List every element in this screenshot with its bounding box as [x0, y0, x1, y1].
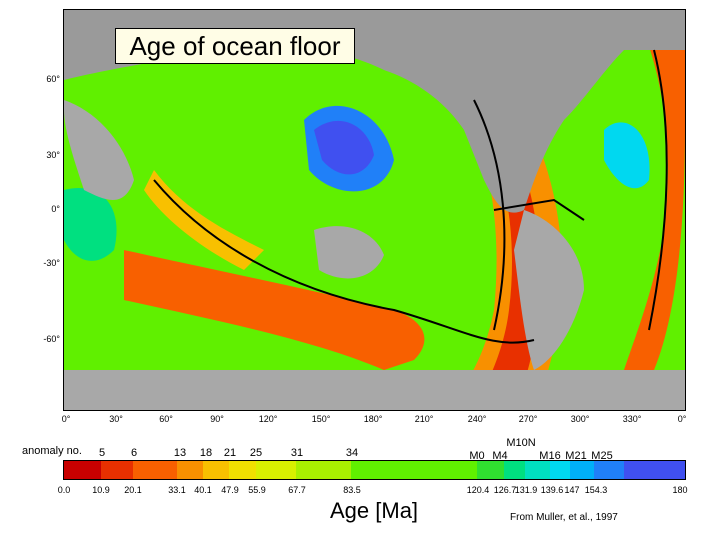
- age-tick: 47.9: [221, 485, 239, 495]
- anomaly-label: M10N: [506, 437, 536, 449]
- colorbar-segment: [229, 461, 257, 479]
- plate-boundary-east-pacific: [473, 99, 506, 331]
- lon-label-360: 0°: [677, 414, 687, 424]
- africa: [64, 100, 134, 200]
- age-tick: 83.5: [343, 485, 361, 495]
- colorbar-segment: [202, 461, 230, 479]
- anomaly-label: 6: [130, 447, 138, 459]
- age-tick: 20.1: [124, 485, 142, 495]
- anomaly-label: 21: [223, 447, 237, 459]
- age-tick: 10.9: [92, 485, 110, 495]
- colorbar-segment: [64, 461, 101, 479]
- lon-label-300: 300°: [570, 414, 590, 424]
- colorbar-segment: [570, 461, 595, 479]
- map-title: Age of ocean floor: [115, 28, 355, 64]
- colorbar-segment: [594, 461, 625, 479]
- colorbar-segment: [176, 461, 203, 479]
- anomaly-label: 34: [345, 447, 359, 459]
- lon-label-90: 90°: [210, 414, 224, 424]
- colorbar-segment: [550, 461, 571, 479]
- lon-label-240: 240°: [467, 414, 487, 424]
- anomaly-label: M25: [591, 450, 613, 462]
- anomaly-caption: anomaly no.: [22, 445, 82, 457]
- age-tick: 40.1: [194, 485, 212, 495]
- colorbar-segment: [100, 461, 133, 479]
- anomaly-label: 25: [249, 447, 263, 459]
- lon-label-30: 30°: [109, 414, 123, 424]
- age-tick: 180: [672, 485, 688, 495]
- southern-ridge-zone: [124, 250, 425, 370]
- colorbar-unit-label: Age [Ma]: [330, 498, 419, 523]
- lon-label-0: 0°: [61, 414, 71, 424]
- anomaly-label: M16: [539, 450, 561, 462]
- colorbar-segment: [503, 461, 525, 479]
- source-credit: From Muller, et al., 1997: [510, 512, 618, 523]
- lon-label-120: 120°: [258, 414, 278, 424]
- anomaly-label: 31: [290, 447, 304, 459]
- anomaly-label: 13: [173, 447, 187, 459]
- map-graphic: [64, 10, 685, 410]
- ocean-age-map: [63, 9, 686, 411]
- northern-continents: [64, 10, 685, 213]
- australia: [314, 226, 384, 279]
- plate-boundary-cocos: [493, 198, 585, 221]
- age-colorbar: [63, 460, 686, 480]
- age-tick: 139.6: [540, 485, 564, 495]
- indian-ridge-zone: [144, 170, 264, 270]
- lon-label-330: 330°: [622, 414, 642, 424]
- age-tick: 120.4: [466, 485, 490, 495]
- oldest-pacific-crust: [314, 120, 374, 175]
- age-tick: 33.1: [168, 485, 186, 495]
- age-tick: 154.3: [584, 485, 608, 495]
- old-atlantic-crust: [604, 122, 650, 189]
- age-tick: 0.0: [57, 485, 71, 495]
- age-tick: 147: [564, 485, 580, 495]
- colorbar-segment: [256, 461, 297, 479]
- lat-label-60n: 60°: [46, 74, 60, 84]
- lon-label-210: 210°: [414, 414, 434, 424]
- colorbar-segment: [132, 461, 177, 479]
- lat-label-30s: -30°: [43, 258, 60, 268]
- colorbar-segment: [296, 461, 352, 479]
- age-tick: 131.9: [514, 485, 538, 495]
- anomaly-label: M0: [469, 450, 485, 462]
- lon-label-150: 150°: [311, 414, 331, 424]
- lat-label-60s: -60°: [43, 334, 60, 344]
- south-america: [514, 210, 584, 370]
- plate-boundary-south: [153, 179, 535, 344]
- colorbar-segment: [476, 461, 504, 479]
- colorbar-segment: [524, 461, 551, 479]
- anomaly-label: 18: [199, 447, 213, 459]
- age-tick: 67.7: [288, 485, 306, 495]
- lat-label-30n: 30°: [46, 150, 60, 160]
- lon-label-180: 180°: [363, 414, 383, 424]
- lon-label-270: 270°: [518, 414, 538, 424]
- age-tick: 55.9: [248, 485, 266, 495]
- lat-label-0: 0°: [51, 204, 60, 214]
- colorbar-segment: [624, 461, 685, 479]
- plate-boundary-atlantic: [648, 49, 668, 331]
- anomaly-label: 5: [98, 447, 106, 459]
- antarctica: [64, 370, 685, 410]
- old-indian-crust: [64, 188, 117, 261]
- lon-label-60: 60°: [159, 414, 173, 424]
- colorbar-segment: [351, 461, 477, 479]
- anomaly-label: M4: [492, 450, 508, 462]
- age-tick: 126.7: [493, 485, 517, 495]
- atlantic-ridge-zone: [624, 10, 685, 370]
- anomaly-label: M21: [565, 450, 587, 462]
